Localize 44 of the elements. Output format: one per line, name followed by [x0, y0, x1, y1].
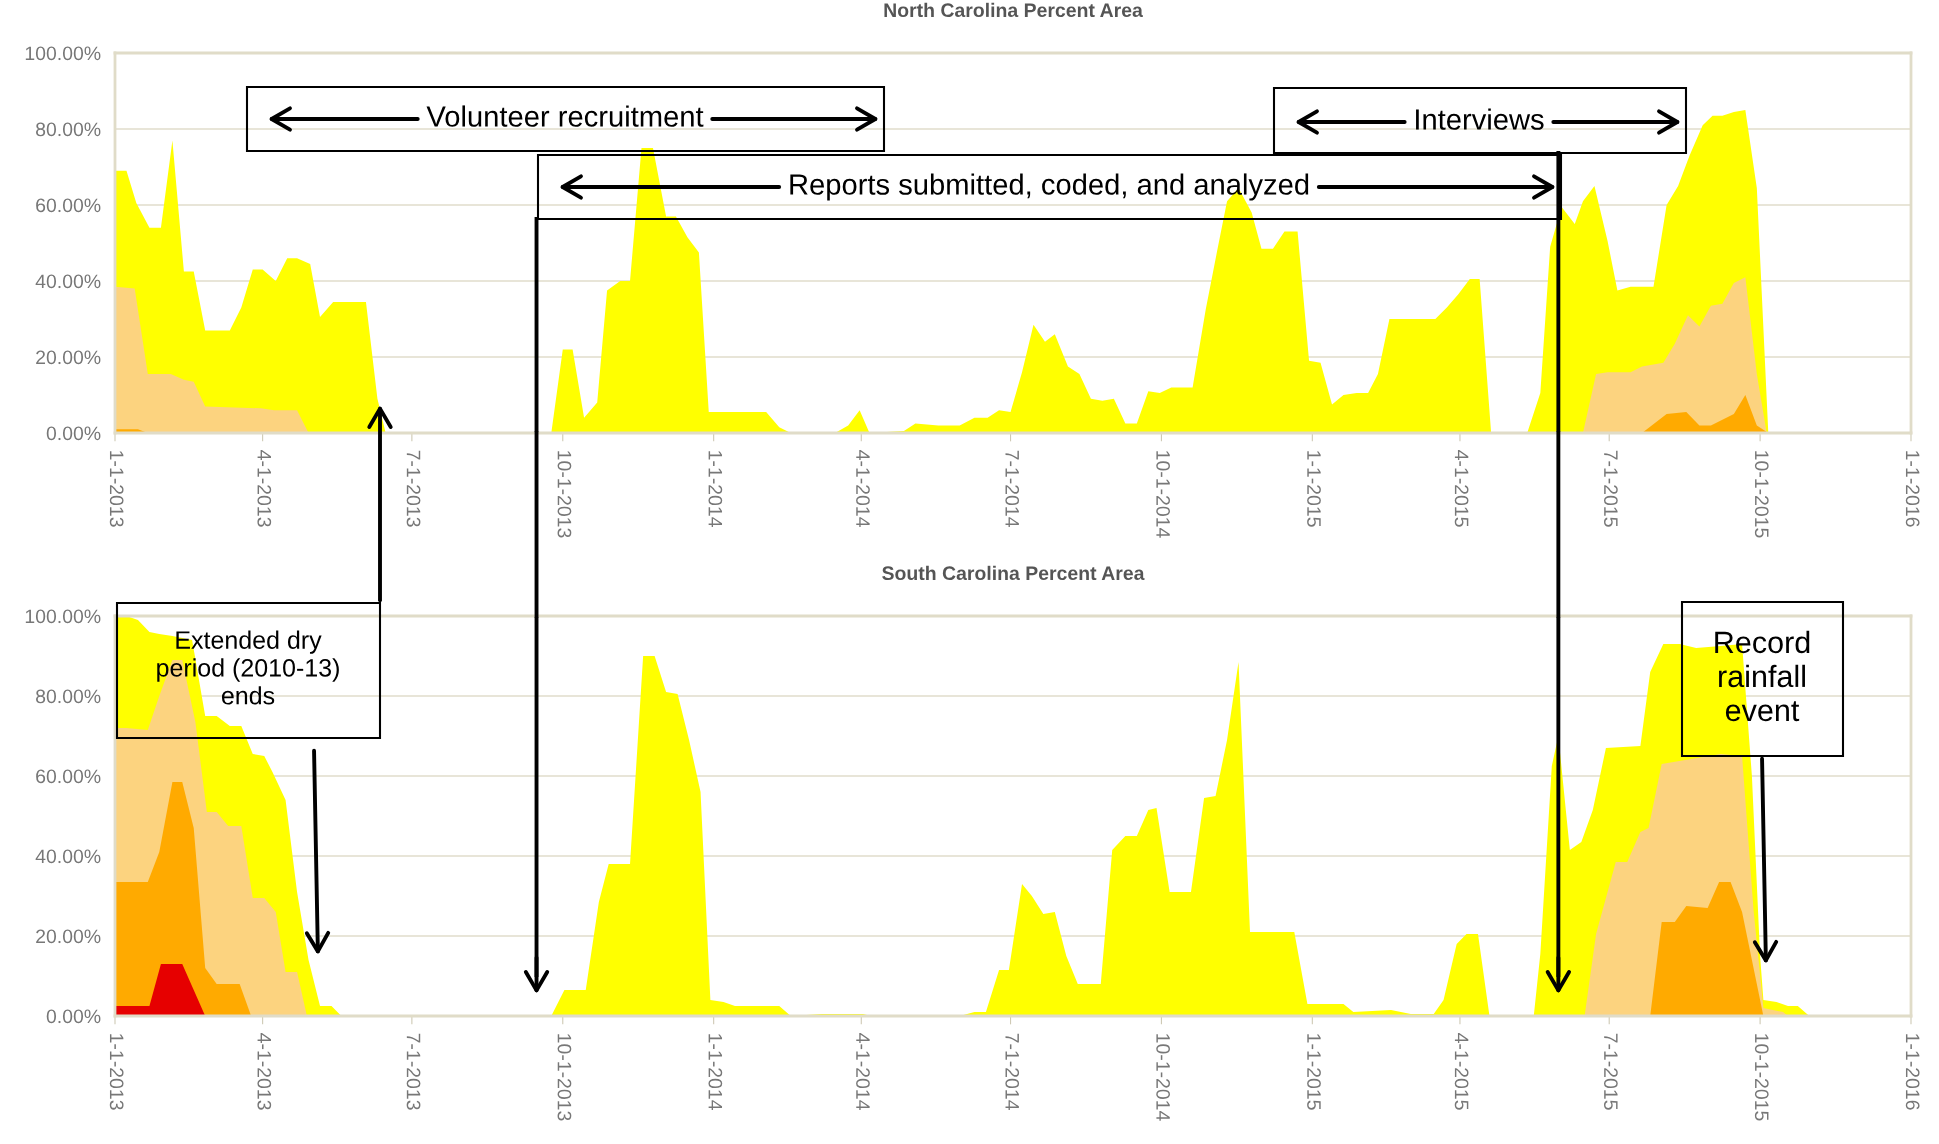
x-tick-label: 4-1-2013 [257, 450, 272, 527]
x-tick-label: 1-1-2013 [109, 1034, 124, 1110]
annotation: Interviews [1416, 108, 1544, 130]
y-tick-label: 100.00% [25, 609, 101, 624]
y-tick-label: 40.00% [35, 849, 101, 864]
x-tick-label: 7-1-2013 [406, 450, 421, 527]
y-tick-label: 40.00% [35, 274, 101, 289]
x-tick-label: 10-1-2014 [1156, 451, 1170, 538]
y-tick-label: 80.00% [36, 689, 101, 704]
y-tick-label: 100.00% [25, 46, 101, 61]
x-tick-label: 4-1-2014 [856, 450, 870, 527]
x-tick-label: 1-1-2013 [109, 451, 124, 527]
annotation: Volunteer recruitment [426, 105, 704, 127]
chart-title: North Carolina Percent Area [884, 2, 1143, 18]
x-tick-label: 7-1-2015 [1603, 1033, 1618, 1110]
x-tick-label: 7-1-2015 [1603, 450, 1618, 527]
y-tick-label: 60.00% [36, 198, 101, 213]
annotation: Reports submitted, coded, and analyzed [790, 173, 1309, 201]
x-tick-label: 10-1-2015 [1754, 451, 1769, 538]
y-tick-label: 20.00% [36, 350, 101, 365]
annotation: Extended dry period (2010-13) ends [157, 630, 339, 705]
x-tick-label: 7-1-2014 [1005, 1033, 1020, 1110]
x-tick-label: 1-1-2014 [708, 1034, 723, 1110]
y-tick-label: 0.00% [46, 426, 101, 441]
y-tick-label: 60.00% [36, 769, 101, 784]
x-tick-label: 1-1-2016 [1905, 451, 1920, 527]
x-tick-label: 10-1-2013 [557, 451, 572, 538]
y-tick-label: 20.00% [36, 929, 101, 944]
x-tick-label: 10-1-2014 [1156, 1034, 1170, 1121]
x-tick-label: 10-1-2015 [1754, 1034, 1769, 1121]
x-tick-label: 4-1-2015 [1454, 1033, 1469, 1110]
x-tick-label: 4-1-2013 [257, 1033, 272, 1110]
chart-title: South Carolina Percent Area [882, 565, 1145, 581]
x-tick-label: 1-1-2015 [1307, 451, 1321, 527]
y-tick-label: 80.00% [36, 122, 101, 137]
x-tick-label: 1-1-2014 [708, 451, 723, 527]
x-tick-label: 1-1-2016 [1905, 1034, 1920, 1110]
x-tick-label: 4-1-2014 [856, 1033, 870, 1110]
x-tick-label: 10-1-2013 [557, 1034, 572, 1121]
x-tick-label: 4-1-2015 [1454, 450, 1469, 527]
x-tick-label: 7-1-2013 [406, 1033, 421, 1110]
y-tick-label: 0.00% [46, 1009, 101, 1024]
x-tick-label: 7-1-2014 [1005, 450, 1020, 527]
x-tick-label: 1-1-2015 [1307, 1034, 1321, 1110]
